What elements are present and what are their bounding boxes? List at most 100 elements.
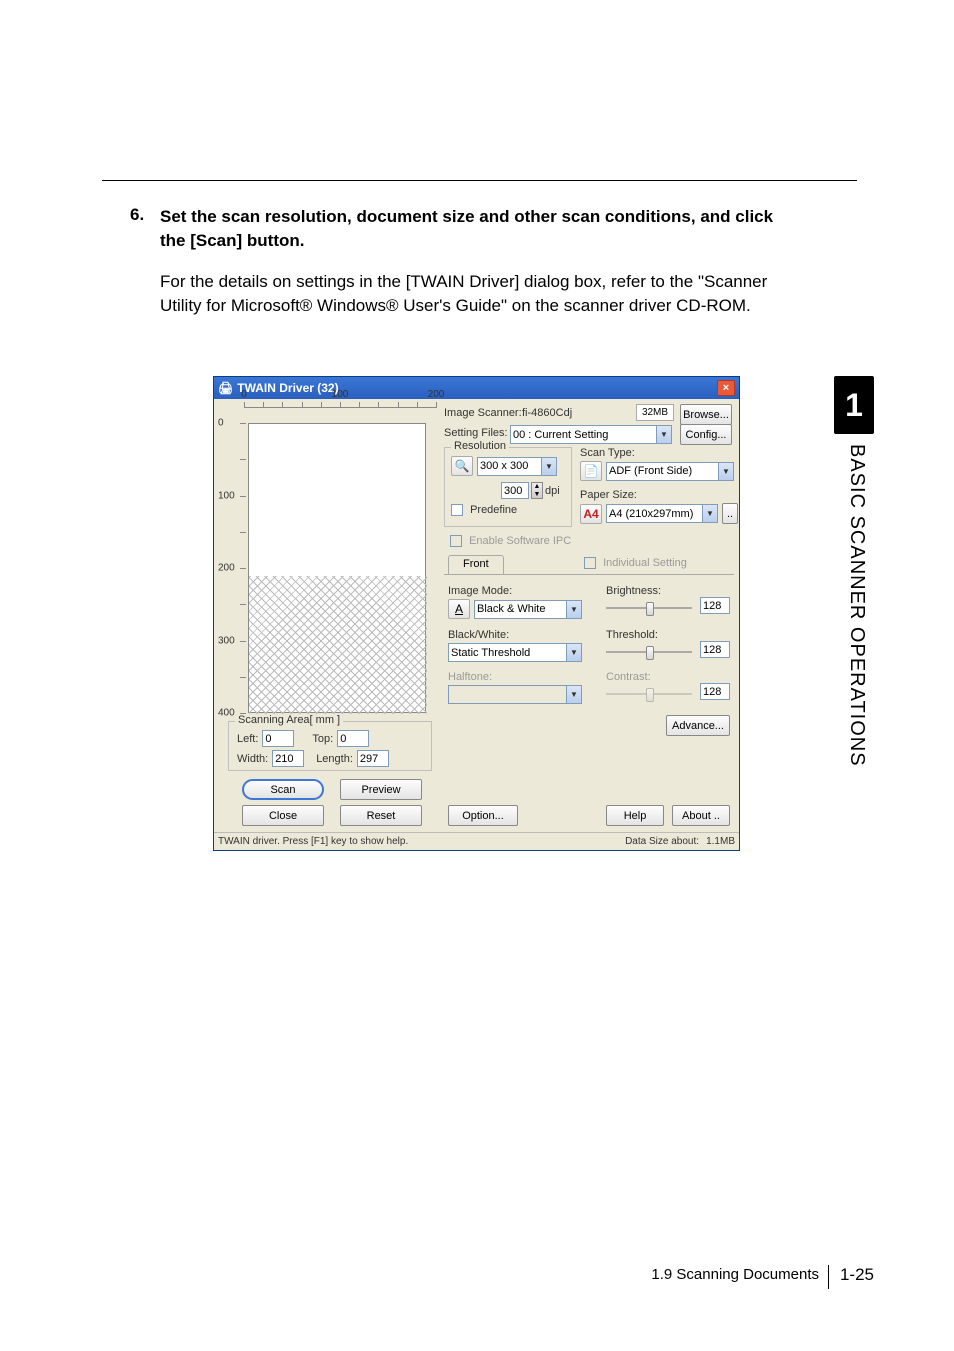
help-button[interactable]: Help (606, 805, 664, 826)
chevron-down-icon: ▼ (656, 426, 671, 443)
image-scanner-value: fi-4860Cdj (522, 407, 572, 419)
chevron-down-icon: ▼ (566, 686, 581, 703)
scan-type-select[interactable]: ADF (Front Side) ▼ (606, 462, 734, 481)
contrast-slider (606, 685, 692, 703)
paper-size-value: A4 (210x297mm) (609, 508, 693, 520)
resolution-select[interactable]: 300 x 300 ▼ (477, 457, 557, 476)
twain-dialog: 🖨 TWAIN Driver (32) × 0 100 200 0 100 20… (213, 376, 740, 851)
resolution-legend: Resolution (451, 440, 509, 452)
chevron-down-icon: ▼ (718, 463, 733, 480)
hruler-label: 0 (241, 389, 247, 400)
dialog-statusbar: TWAIN driver. Press [F1] key to show hel… (214, 832, 739, 850)
browse-button[interactable]: Browse... (680, 404, 732, 425)
top-input[interactable] (337, 730, 369, 747)
brightness-slider[interactable] (606, 599, 692, 617)
bw-select[interactable]: Static Threshold▼ (448, 643, 582, 662)
threshold-slider[interactable] (606, 643, 692, 661)
scanner-icon: 🖨 (218, 381, 233, 395)
paper-size-icon: A4 (580, 504, 602, 524)
scan-type-value: ADF (Front Side) (609, 465, 692, 477)
width-label: Width: (237, 753, 268, 765)
about-button[interactable]: About .. (672, 805, 730, 826)
contrast-input[interactable] (700, 683, 730, 700)
left-input[interactable] (262, 730, 294, 747)
image-scanner-label: Image Scanner: (444, 407, 522, 419)
chapter-tab: 1 (834, 376, 874, 434)
contrast-label: Contrast: (606, 671, 651, 683)
predefine-checkbox[interactable] (451, 504, 463, 516)
option-button[interactable]: Option... (448, 805, 518, 826)
scanning-area-group: Scanning Area[ mm ] Left: Top: Width: Le… (228, 721, 432, 771)
horizontal-ruler: 0 100 200 (244, 407, 436, 423)
chevron-down-icon: ▼ (541, 458, 556, 475)
brightness-label: Brightness: (606, 585, 661, 597)
dpi-label: dpi (545, 485, 560, 497)
paper-size-label: Paper Size: (580, 489, 637, 501)
length-input[interactable] (357, 750, 389, 767)
step-paragraph: For the details on settings in the [TWAI… (160, 270, 790, 318)
resolution-group: Resolution 🔍 300 x 300▼ ▲▼ dpi Predefine (444, 447, 572, 527)
vruler-label: 100 (218, 490, 235, 501)
advance-button[interactable]: Advance... (666, 715, 730, 736)
reset-button[interactable]: Reset (340, 805, 422, 826)
side-tabstrip: Front (448, 555, 504, 575)
image-mode-icon: A (448, 599, 470, 619)
resolution-value: 300 x 300 (480, 460, 528, 472)
dialog-close-button[interactable]: Close (242, 805, 324, 826)
tab-underline (444, 574, 734, 575)
halftone-select: ▼ (448, 685, 582, 704)
dialog-title: TWAIN Driver (32) (237, 381, 338, 395)
chevron-down-icon: ▼ (702, 505, 717, 522)
statusbar-datasize-label: Data Size about: (625, 836, 699, 847)
statusbar-help-text: TWAIN driver. Press [F1] key to show hel… (218, 836, 408, 847)
step-number: 6. (130, 205, 144, 225)
vruler-label: 0 (218, 418, 224, 429)
threshold-input[interactable] (700, 641, 730, 658)
paper-size-more-button[interactable]: .. (722, 503, 738, 524)
preview-button[interactable]: Preview (340, 779, 422, 800)
close-icon[interactable]: × (717, 380, 735, 396)
image-mode-label: Image Mode: (448, 585, 512, 597)
memory-badge: 32MB (636, 404, 674, 421)
brightness-input[interactable] (700, 597, 730, 614)
statusbar-datasize-value: 1.1MB (705, 836, 735, 847)
chapter-title-vertical: BASIC SCANNER OPERATIONS (842, 444, 868, 874)
individual-checkbox (584, 557, 596, 569)
threshold-label: Threshold: (606, 629, 658, 641)
bw-label: Black/White: (448, 629, 509, 641)
setting-files-value: 00 : Current Setting (513, 429, 608, 441)
vruler-label: 400 (218, 708, 235, 719)
dpi-spinner[interactable]: ▲▼ (531, 482, 543, 499)
footer-page-number: 1-25 (840, 1265, 874, 1285)
image-mode-select[interactable]: Black & White▼ (474, 600, 582, 619)
footer-section: 1.9 Scanning Documents (651, 1266, 819, 1283)
setting-files-select[interactable]: 00 : Current Setting ▼ (510, 425, 672, 444)
dialog-titlebar[interactable]: 🖨 TWAIN Driver (32) × (214, 377, 739, 399)
vruler-label: 300 (218, 635, 235, 646)
hruler-label: 200 (428, 389, 445, 400)
paper-size-select[interactable]: A4 (210x297mm) ▼ (606, 504, 718, 523)
top-rule (102, 180, 857, 181)
dpi-input[interactable] (501, 482, 529, 499)
preview-out-of-bounds (249, 576, 427, 714)
enable-ipc-label: Enable Software IPC (469, 535, 571, 547)
halftone-label: Halftone: (448, 671, 492, 683)
image-mode-value: Black & White (477, 603, 545, 615)
length-label: Length: (316, 753, 353, 765)
scanning-area-legend: Scanning Area[ mm ] (235, 714, 343, 726)
vruler-label: 200 (218, 563, 235, 574)
config-button[interactable]: Config... (680, 424, 732, 445)
page: 6. Set the scan resolution, document siz… (0, 0, 954, 1351)
width-input[interactable] (272, 750, 304, 767)
footer-separator (828, 1265, 829, 1289)
tab-front[interactable]: Front (448, 555, 504, 575)
top-label: Top: (312, 733, 333, 745)
left-label: Left: (237, 733, 258, 745)
hruler-label: 100 (332, 389, 349, 400)
preview-area[interactable] (248, 423, 426, 713)
chevron-down-icon: ▼ (566, 644, 581, 661)
scan-button[interactable]: Scan (242, 779, 324, 800)
scan-type-label: Scan Type: (580, 447, 635, 459)
resolution-icon: 🔍 (451, 456, 473, 476)
setting-files-label: Setting Files: (444, 427, 508, 439)
